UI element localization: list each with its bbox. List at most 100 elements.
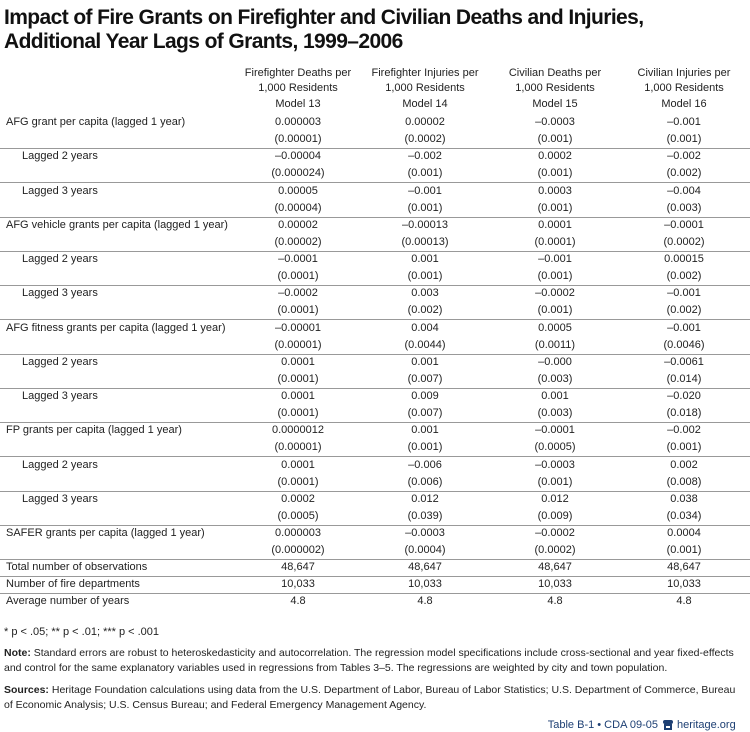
summary-value: 4.8 — [417, 595, 433, 608]
row-rule — [0, 216, 750, 218]
coefficient: –0.0002 — [535, 287, 575, 300]
coefficient: –0.001 — [667, 287, 701, 300]
column-header: Civilian Injuries per — [637, 67, 731, 79]
row-label: AFG vehicle grants per capita (lagged 1 … — [6, 218, 228, 231]
standard-error: (0.009) — [537, 509, 573, 522]
standard-error: (0.003) — [537, 407, 573, 419]
standard-error: (0.002) — [666, 167, 702, 180]
standard-error: (0.0044) — [404, 338, 446, 351]
row-label: Lagged 2 years — [22, 458, 98, 471]
coefficient: 0.0005 — [538, 321, 572, 334]
coefficient: 0.004 — [411, 321, 439, 334]
coefficient: –0.0003 — [405, 527, 445, 539]
note: Note: Standard errors are robust to hete… — [4, 646, 744, 676]
row-rule — [0, 490, 750, 492]
standard-error: (0.0001) — [277, 407, 319, 419]
coefficient: –0.004 — [667, 184, 701, 197]
coefficient: 0.002 — [670, 458, 698, 471]
coefficient: 0.00002 — [278, 218, 318, 231]
standard-error: (0.00001) — [274, 133, 322, 145]
standard-error: (0.00001) — [274, 441, 322, 454]
row-label: Lagged 3 years — [22, 287, 98, 300]
coefficient: 0.012 — [411, 492, 439, 505]
standard-error: (0.000024) — [271, 167, 325, 180]
standard-error: (0.0005) — [534, 441, 576, 454]
column-header: Firefighter Injuries per — [371, 67, 479, 79]
coefficient: 0.038 — [670, 492, 698, 505]
standard-error: (0.0001) — [277, 270, 319, 282]
coefficient: –0.001 — [538, 253, 572, 265]
row-label: FP grants per capita (lagged 1 year) — [6, 424, 182, 437]
summary-value: 10,033 — [667, 578, 701, 591]
standard-error: (0.007) — [407, 407, 443, 419]
summary-value: 10,033 — [538, 578, 572, 591]
row-rule — [0, 353, 750, 355]
standard-error: (0.001) — [666, 133, 702, 145]
row-rule — [0, 387, 750, 389]
coefficient: –0.002 — [667, 150, 701, 163]
coefficient: 0.0001 — [538, 218, 572, 231]
summary-value: 4.8 — [676, 595, 692, 608]
coefficient: 0.0002 — [538, 150, 572, 163]
coefficient: 0.001 — [411, 253, 439, 265]
note-text: Standard errors are robust to heterosked… — [4, 647, 734, 674]
coefficient: 0.00005 — [278, 184, 318, 197]
standard-error: (0.039) — [407, 509, 443, 522]
coefficient: 0.0004 — [667, 527, 701, 539]
summary-value: 48,647 — [667, 561, 701, 574]
standard-error: (0.0046) — [663, 338, 705, 351]
coefficient: 0.00002 — [405, 116, 445, 128]
standard-error: (0.001) — [407, 441, 443, 454]
model-label: Model 15 — [532, 98, 578, 110]
summary-value: 48,647 — [538, 561, 572, 574]
column-header: 1,000 Residents — [385, 82, 465, 94]
sources-text: Heritage Foundation calculations using d… — [4, 684, 736, 711]
standard-error: (0.0002) — [404, 133, 446, 145]
row-rule — [0, 285, 750, 286]
standard-error: (0.003) — [537, 372, 573, 385]
coefficient: –0.00004 — [275, 150, 321, 163]
site: heritage.org — [677, 719, 736, 731]
row-rule — [0, 576, 750, 578]
coefficient: 0.00015 — [664, 253, 704, 265]
summary-label: Average number of years — [6, 595, 130, 608]
standard-error: (0.001) — [537, 201, 573, 214]
standard-error: (0.00004) — [274, 201, 322, 214]
row-rule — [0, 593, 750, 595]
row-rule — [0, 319, 750, 321]
row-label: Lagged 2 years — [22, 150, 98, 163]
standard-error: (0.002) — [666, 304, 702, 317]
standard-error: (0.0002) — [663, 235, 705, 248]
row-label: AFG grant per capita (lagged 1 year) — [6, 116, 186, 128]
coefficient: –0.001 — [667, 116, 701, 128]
coefficient: –0.0002 — [535, 527, 575, 539]
standard-error: (0.001) — [666, 544, 702, 556]
summary-label: Total number of observations — [6, 561, 148, 574]
coefficient: –0.0001 — [664, 218, 704, 231]
significance-note: * p < .05; ** p < .01; *** p < .001 — [4, 626, 160, 638]
coefficient: –0.0001 — [278, 253, 318, 265]
column-header: Civilian Deaths per — [508, 67, 602, 79]
row-label: Lagged 2 years — [22, 355, 98, 368]
standard-error: (0.001) — [407, 270, 443, 282]
coefficient: 0.0002 — [281, 492, 315, 505]
summary-value: 10,033 — [281, 578, 315, 591]
row-rule — [0, 422, 750, 423]
coefficient: –0.002 — [408, 150, 442, 163]
coefficient: –0.000 — [538, 355, 572, 368]
phone-icon — [663, 720, 673, 730]
coefficient: –0.0061 — [664, 355, 704, 368]
coefficient: 0.001 — [411, 355, 439, 368]
coefficient: 0.009 — [411, 390, 439, 402]
summary-value: 10,033 — [408, 578, 442, 591]
coefficient: 0.0003 — [538, 184, 572, 197]
standard-error: (0.0001) — [277, 304, 319, 317]
standard-error: (0.0001) — [277, 475, 319, 488]
coefficient: 0.0001 — [281, 355, 315, 368]
standard-error: (0.002) — [407, 304, 443, 317]
model-label: Model 14 — [402, 98, 448, 110]
row-label: Lagged 3 years — [22, 492, 98, 505]
standard-error: (0.001) — [537, 167, 573, 180]
coefficient: –0.002 — [667, 424, 701, 437]
